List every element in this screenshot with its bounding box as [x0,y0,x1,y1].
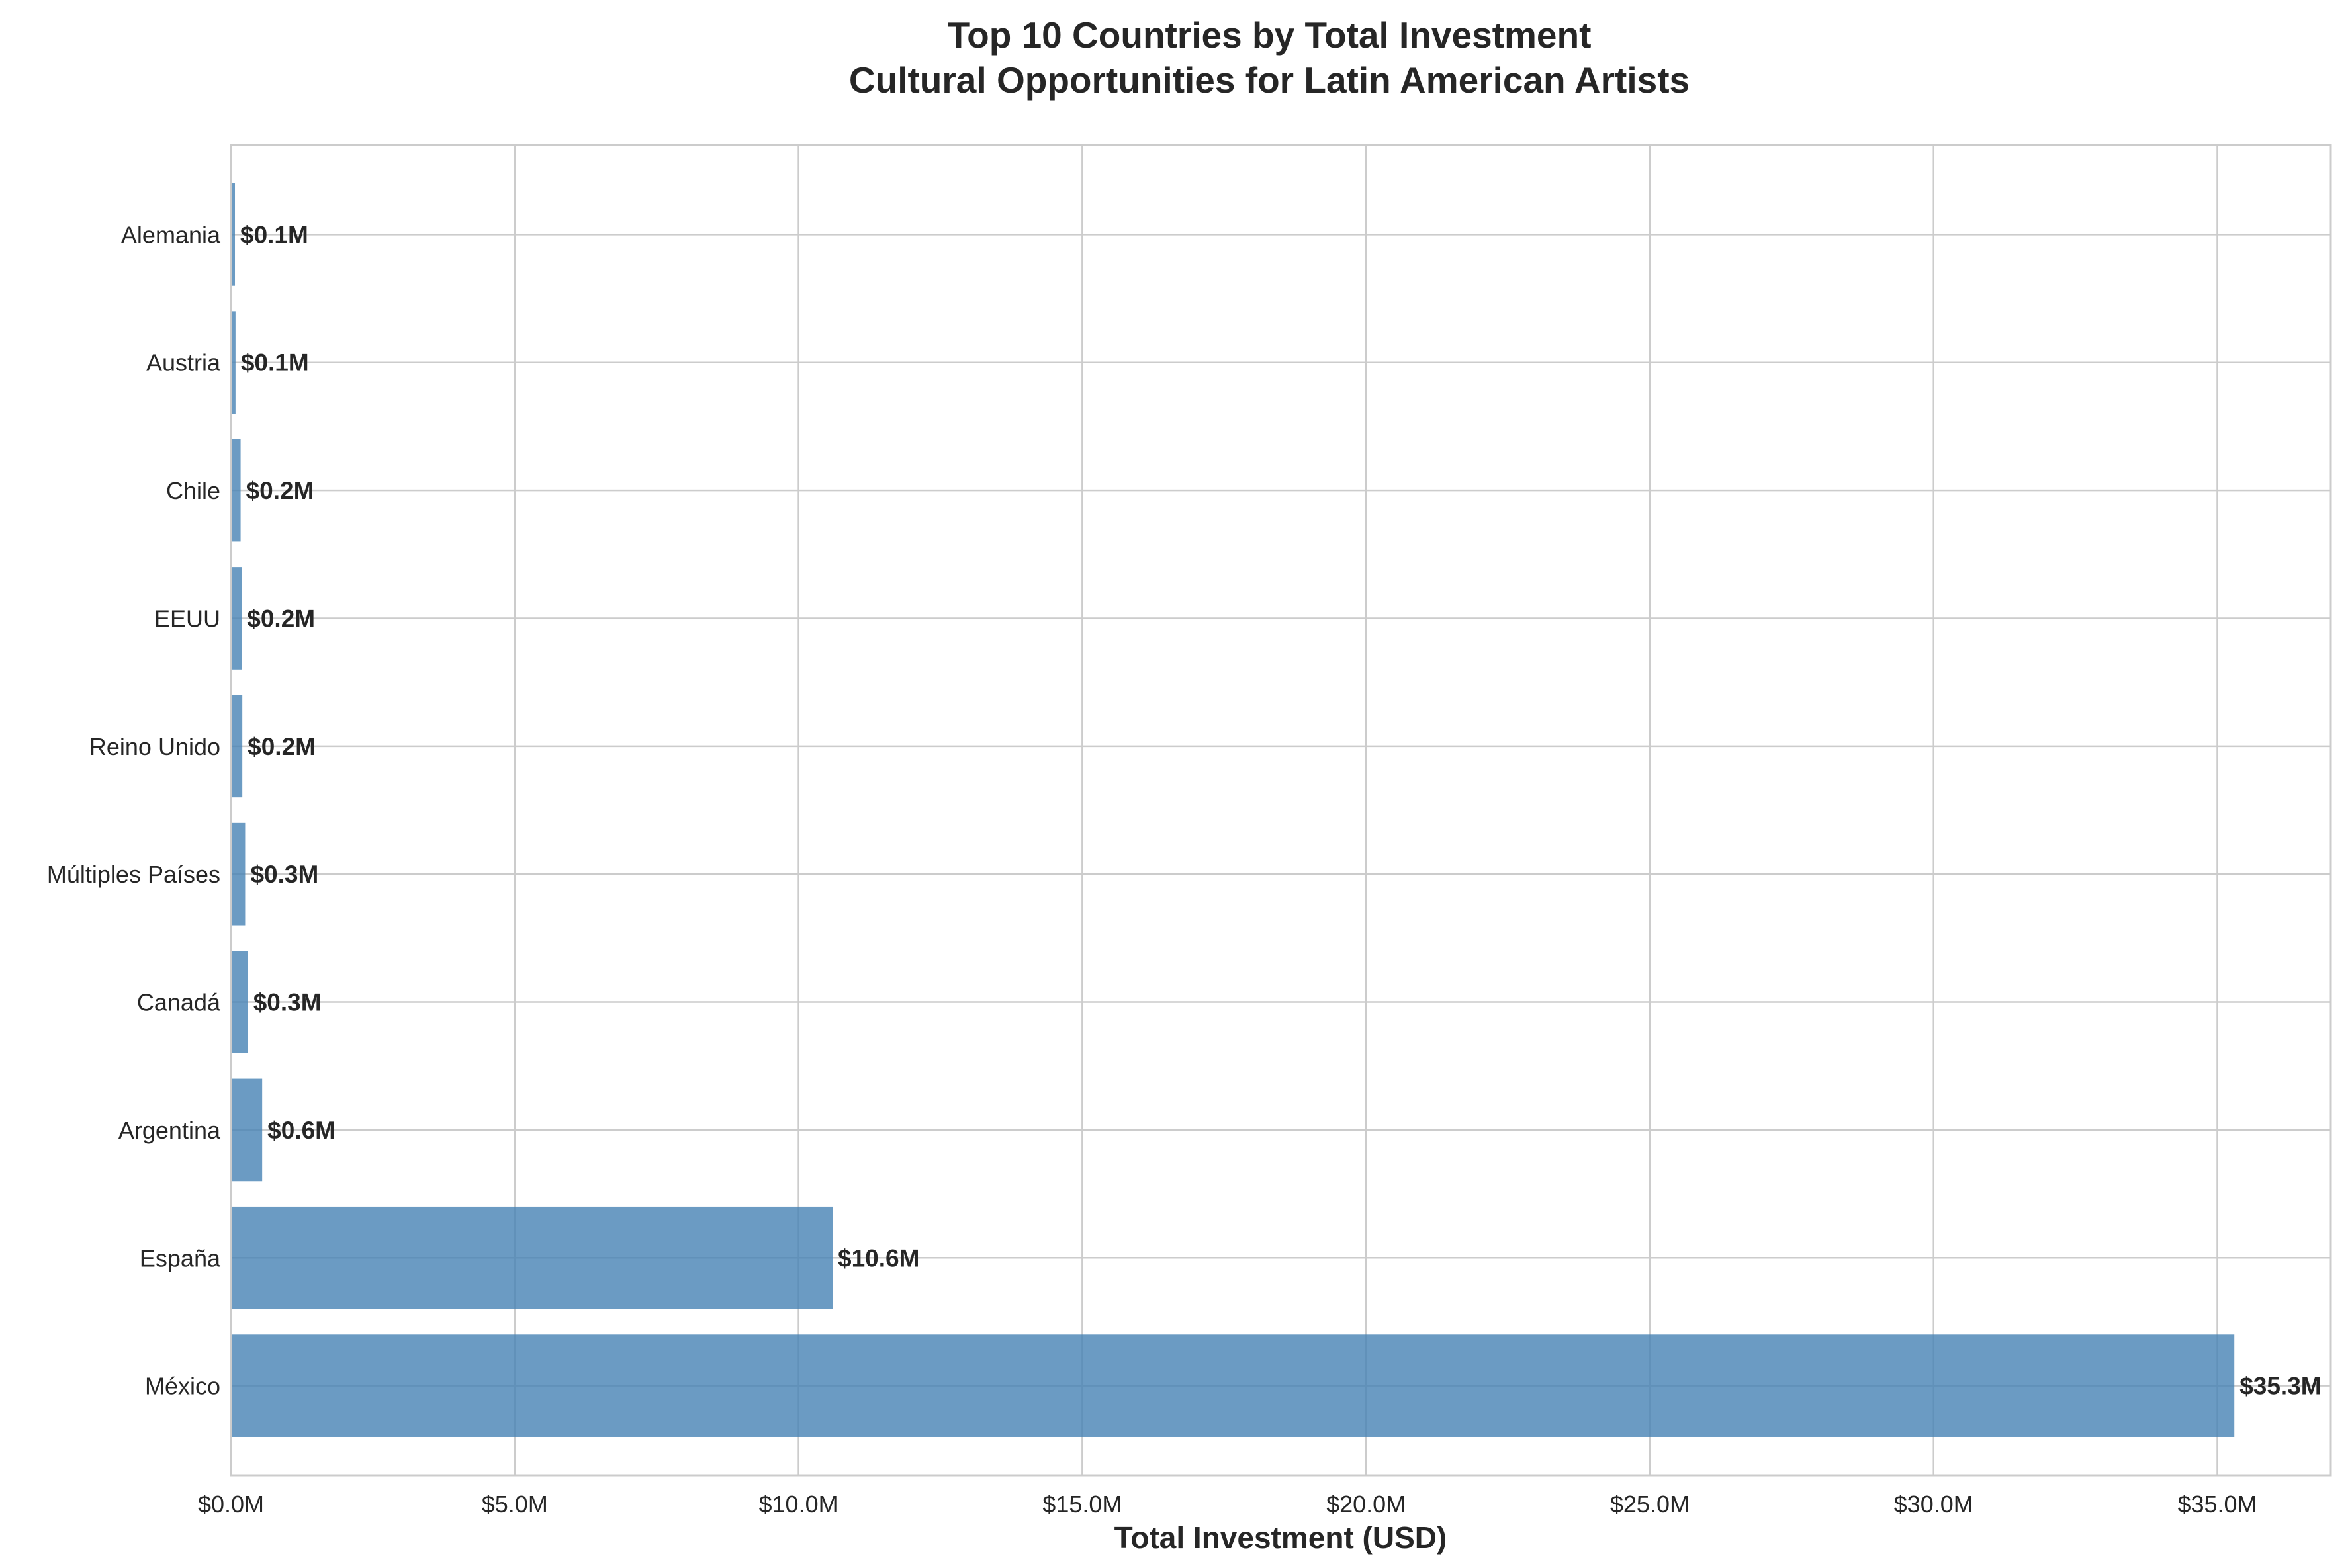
bar [231,439,241,542]
y-tick-label: Reino Unido [89,733,220,760]
x-tick-label: $20.0M [1326,1491,1406,1518]
bar [231,1334,2235,1437]
x-tick-label: $10.0M [759,1491,838,1518]
data-label: $0.2M [246,477,314,504]
bar [231,951,248,1053]
x-tick-label: $25.0M [1610,1491,1690,1518]
bar [231,567,242,670]
bar [231,311,236,414]
y-tick-label: Alemania [121,221,221,248]
y-tick-label: Múltiples Países [47,861,220,888]
bar [231,695,243,798]
y-tick-label: Chile [166,477,220,504]
data-label: $0.6M [267,1117,336,1144]
data-label: $0.1M [241,349,309,376]
y-tick-label: Argentina [118,1117,221,1144]
y-tick-label: EEUU [154,605,220,632]
data-label: $10.6M [838,1244,919,1272]
data-label: $0.1M [240,221,308,248]
ticks-layer: $0.0M $5.0M $10.0M $15.0M $20.0M $25.0M $30.0M… [47,221,2257,1518]
chart-subtitle: Cultural Opportunities for Latin America… [849,60,1690,101]
bar [231,1078,263,1182]
x-tick-label: $30.0M [1894,1491,1973,1518]
y-tick-label: España [140,1244,221,1272]
bars-layer [231,183,2235,1437]
x-axis-label: Total Investment (USD) [1114,1520,1447,1555]
bar [231,822,246,926]
data-label: $0.2M [247,605,315,632]
x-tick-label: $0.0M [198,1491,264,1518]
data-label: $0.3M [250,861,318,888]
chart-title: Top 10 Countries by Total Investment [948,15,1592,56]
y-tick-label: México [145,1373,220,1400]
data-label: $0.2M [248,733,316,760]
labels-layer: $35.3M $10.6M $0.6M $0.3M $0.3M $0.2M $0.2M $0.… [240,221,2322,1399]
data-label: $0.3M [253,989,322,1016]
x-tick-label: $35.0M [2177,1491,2257,1518]
y-tick-label: Canadá [137,989,221,1016]
data-label: $35.3M [2239,1373,2321,1400]
y-tick-label: Austria [146,349,221,376]
bar [231,183,236,286]
grid-layer [230,145,2331,1475]
x-tick-label: $5.0M [482,1491,548,1518]
x-tick-label: $15.0M [1042,1491,1122,1518]
plot-frame [230,144,2332,1477]
bar [231,1206,833,1309]
